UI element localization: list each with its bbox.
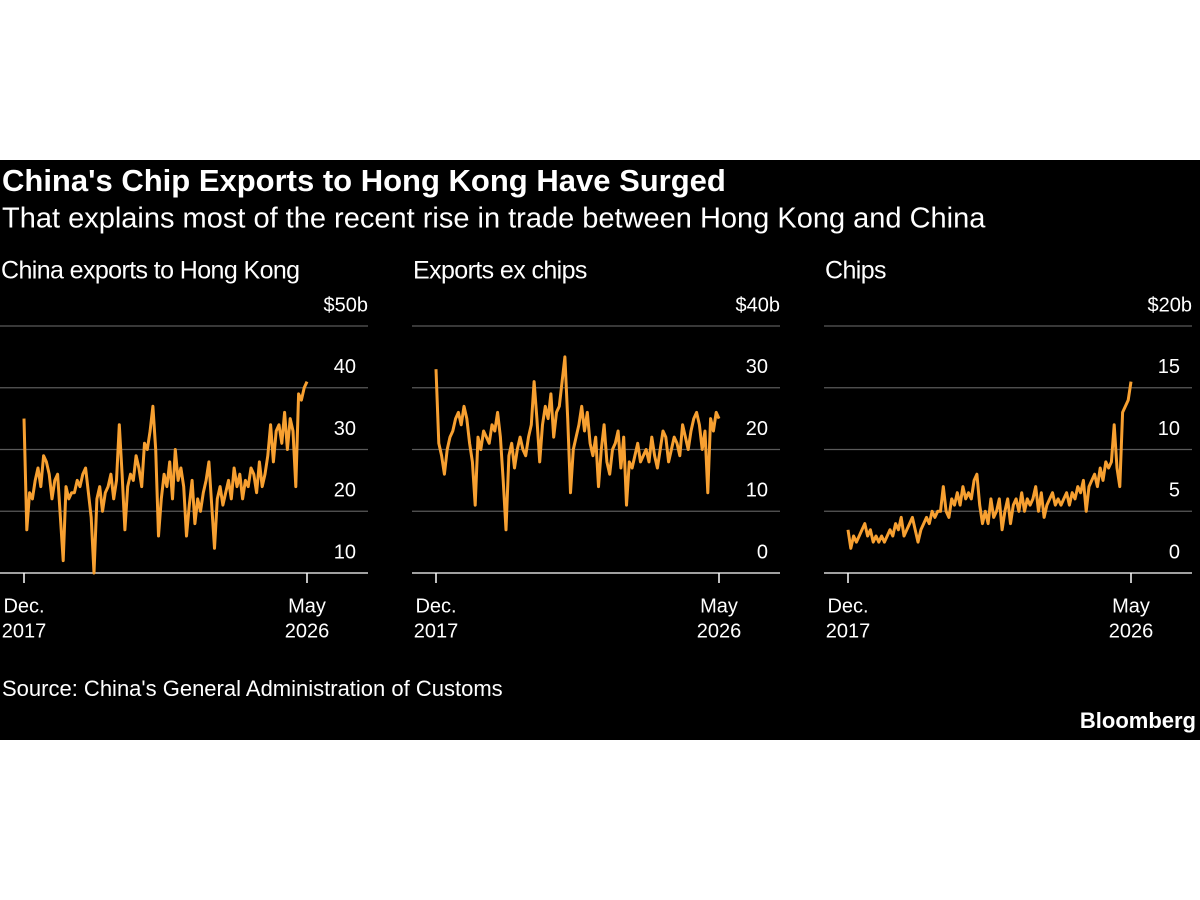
x-tick-label: Dec. [827, 595, 868, 617]
panel-title: Chips [825, 257, 886, 285]
y-tick-label: 20 [334, 480, 356, 502]
y-tick-label: 10 [334, 541, 356, 563]
x-tick-label: 2026 [697, 620, 742, 642]
y-tick-label: 10 [1158, 418, 1180, 440]
brand: Bloomberg [1080, 708, 1196, 733]
chart-title: China's Chip Exports to Hong Kong Have S… [2, 163, 726, 198]
y-tick-label: 40 [334, 356, 356, 378]
x-tick-label: May [1112, 595, 1150, 617]
y-tick-label: 5 [1169, 480, 1180, 502]
chart-subtitle: That explains most of the recent rise in… [2, 203, 986, 235]
y-tick-label: 0 [1169, 541, 1180, 563]
y-tick-label: $40b [736, 294, 781, 316]
x-tick-label: 2026 [1109, 620, 1154, 642]
y-tick-label: 30 [746, 356, 768, 378]
source: Source: China's General Administration o… [2, 676, 503, 701]
x-tick-label: Dec. [3, 595, 44, 617]
x-tick-label: 2017 [2, 620, 47, 642]
x-tick-label: 2017 [826, 620, 871, 642]
y-tick-label: 10 [746, 480, 768, 502]
x-tick-label: May [288, 595, 326, 617]
panel-title: Exports ex chips [413, 257, 587, 285]
x-tick-label: 2017 [414, 620, 459, 642]
y-tick-label: 0 [757, 541, 768, 563]
line [846, 381, 1133, 550]
panel-title: China exports to Hong Kong [1, 257, 300, 285]
x-tick-label: May [700, 595, 738, 617]
y-tick-label: $50b [324, 294, 369, 316]
x-tick-label: 2026 [285, 620, 330, 642]
y-tick-label: $20b [1148, 294, 1193, 316]
line [22, 380, 309, 575]
y-tick-label: 15 [1158, 356, 1180, 378]
y-tick-label: 30 [334, 418, 356, 440]
y-tick-label: 20 [746, 418, 768, 440]
line [434, 355, 721, 532]
x-tick-label: Dec. [415, 595, 456, 617]
